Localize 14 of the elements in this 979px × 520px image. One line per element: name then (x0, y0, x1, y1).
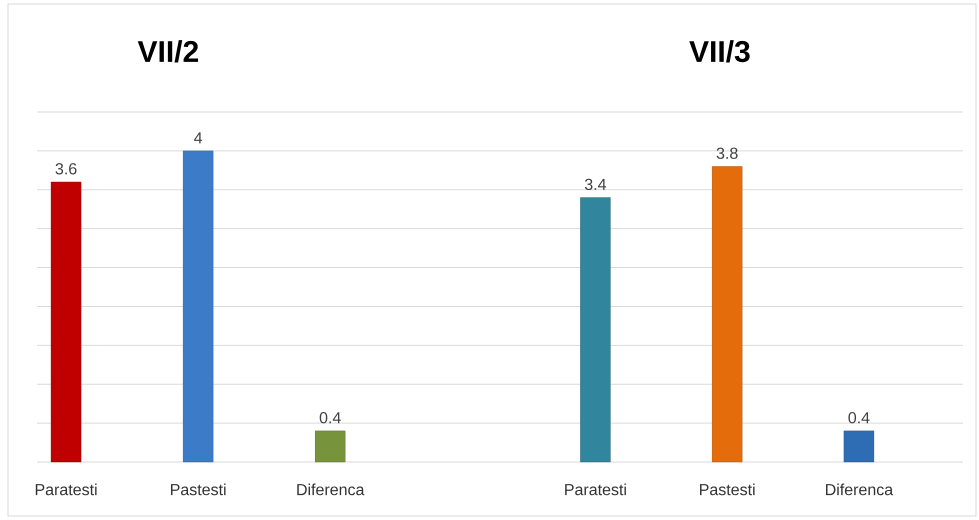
x-tick-label: Paratesti (565, 484, 626, 496)
x-tick-label: Diferenca (297, 484, 364, 496)
x-tick-label: Pastesti (700, 484, 755, 496)
chart-title: VII/2 (138, 40, 198, 62)
x-tick-label: Paratesti (36, 484, 97, 496)
chart-title: VII/3 (689, 40, 750, 62)
data-label: 3.8 (716, 148, 738, 159)
x-tick-label: Pastesti (170, 484, 226, 496)
x-tick-label: Diferenca (826, 484, 894, 496)
data-label: 4 (194, 132, 202, 144)
data-label: 3.6 (56, 163, 76, 174)
data-label: 3.4 (584, 178, 606, 190)
data-label: 0.4 (320, 412, 341, 424)
data-label: 0.4 (848, 412, 870, 424)
